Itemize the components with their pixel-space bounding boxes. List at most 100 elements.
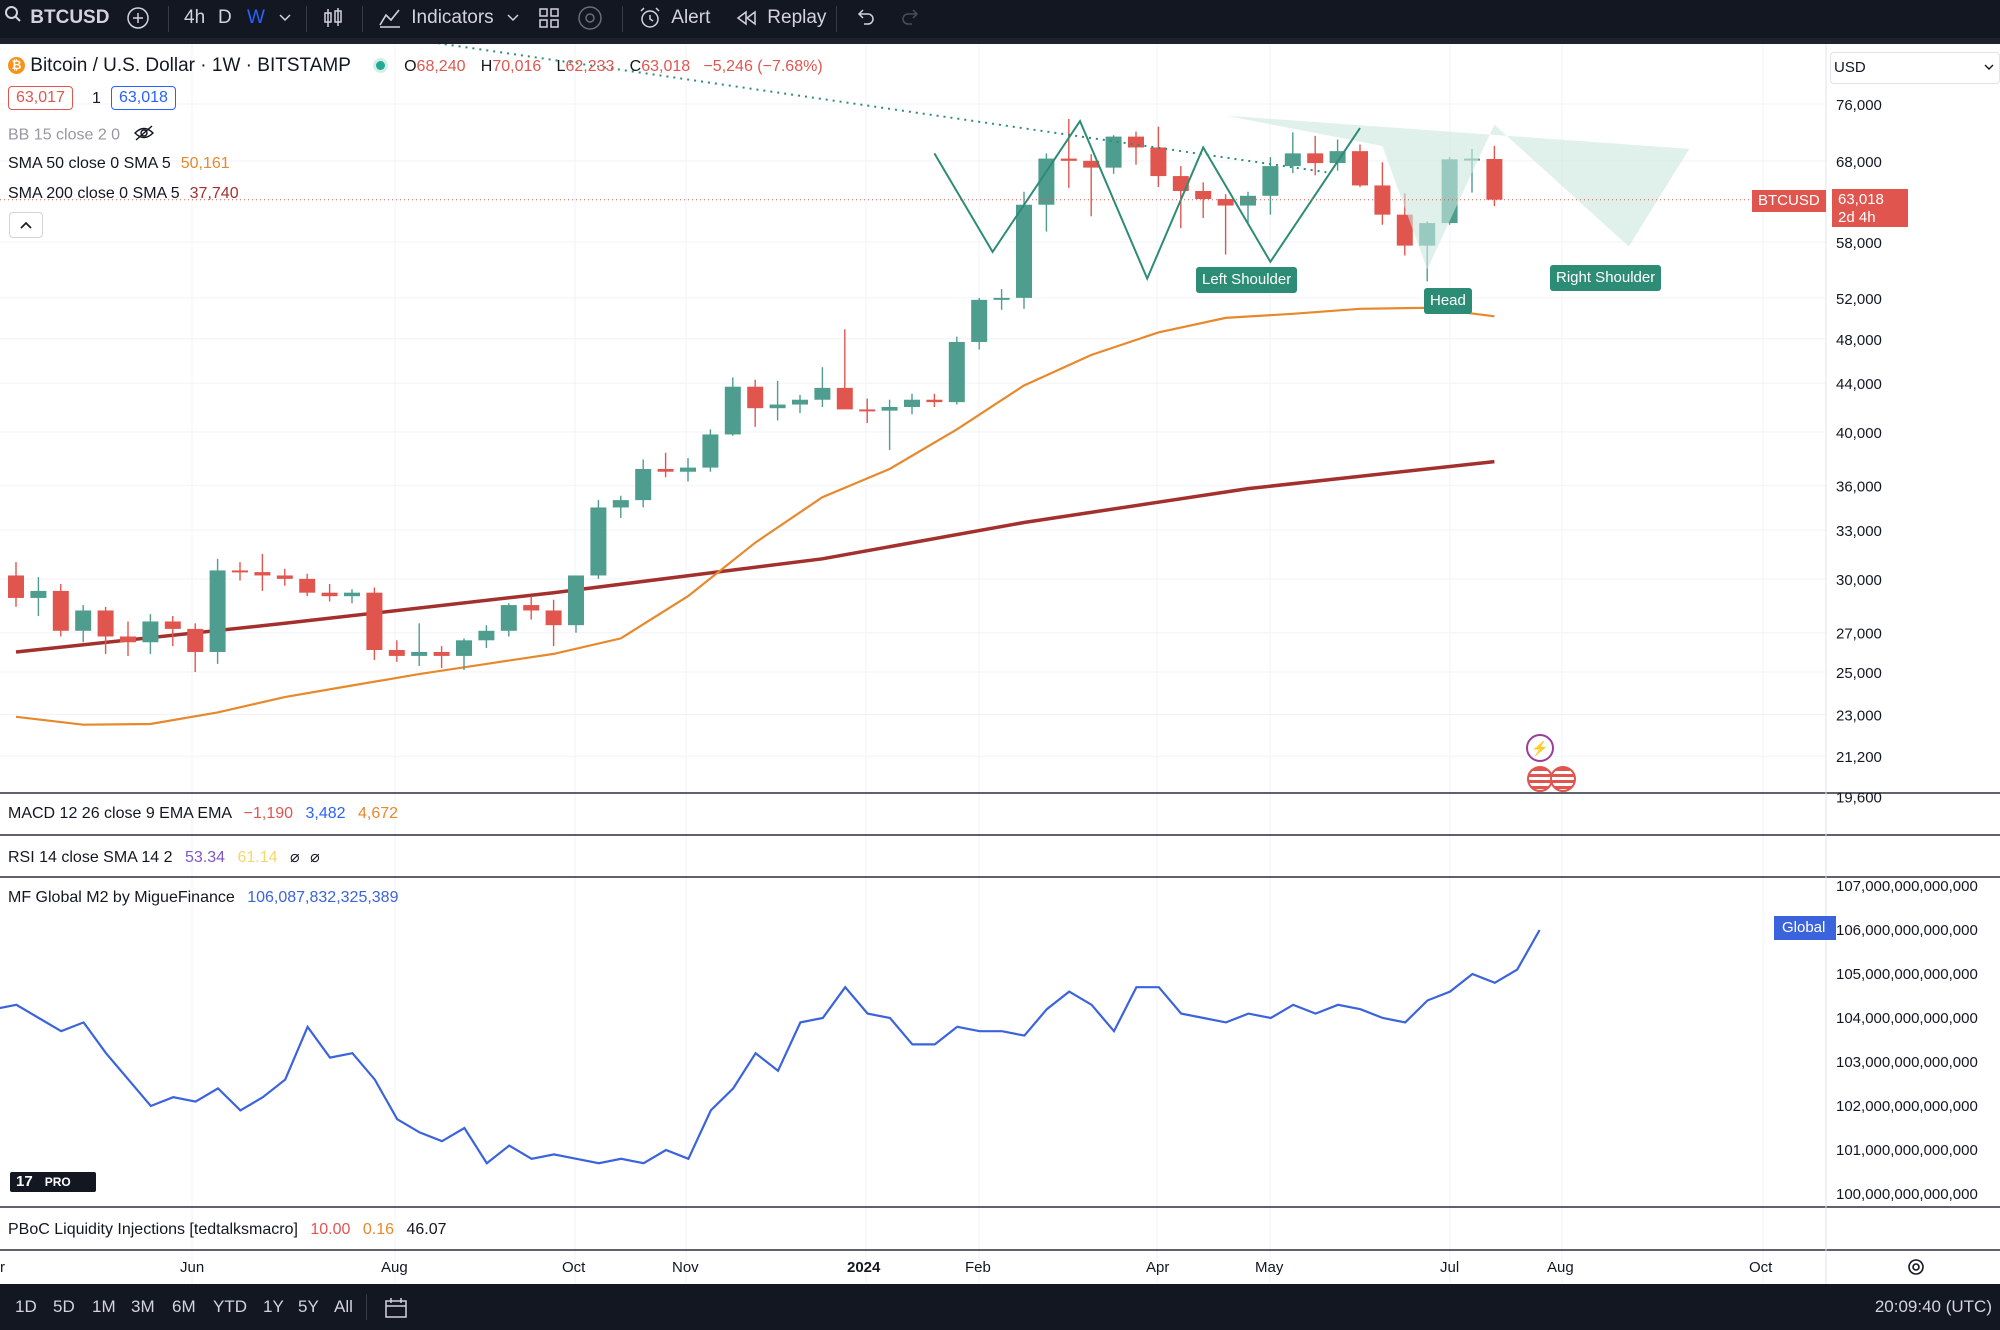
left-shoulder-label: Left Shoulder: [1196, 267, 1298, 293]
candle-down: [1352, 151, 1368, 186]
candle-down: [276, 575, 293, 579]
candle-up: [769, 404, 786, 409]
range-5d[interactable]: 5D: [53, 1297, 75, 1316]
null-icon: ⌀: [289, 849, 300, 866]
ohlc-change: −5,246 (−7.68%): [703, 58, 823, 75]
indicators-icon: [379, 9, 400, 28]
chart-type-button[interactable]: [322, 0, 344, 38]
range-1y[interactable]: 1Y: [263, 1297, 284, 1316]
candle-down: [1195, 190, 1212, 200]
time-label-jun: Jun: [180, 1259, 205, 1276]
tv-mark-icon: 17: [16, 1173, 33, 1190]
alert-button[interactable]: Alert: [638, 0, 710, 38]
range-5y[interactable]: 5Y: [298, 1297, 319, 1316]
candle-up: [724, 386, 741, 435]
ohlc-open: 68,240: [416, 58, 466, 75]
candle-up: [702, 434, 719, 468]
candle-up: [1262, 166, 1279, 196]
sma50-value: 50,161: [180, 155, 230, 172]
range-1d[interactable]: 1D: [15, 1297, 37, 1316]
m2-tick-label: 102,000,000,000,000: [1836, 1098, 1978, 1115]
candle-up: [344, 592, 360, 597]
m2-label: MF Global M2 by MigueFinance: [8, 889, 235, 906]
price-tick-label: 30,000: [1836, 572, 1882, 589]
layouts-button[interactable]: [538, 0, 560, 38]
candle-down: [1083, 160, 1100, 168]
event-marker-icon[interactable]: ⚡: [1526, 734, 1554, 762]
currency-select[interactable]: USD: [1830, 52, 2000, 84]
grid-icon: [539, 8, 559, 28]
candle-up: [1038, 158, 1055, 205]
interval-w[interactable]: W: [247, 7, 265, 28]
range-all[interactable]: All: [334, 1297, 353, 1316]
interval-dropdown[interactable]: [278, 0, 292, 38]
candle-down: [1374, 185, 1391, 215]
replay-label: Replay: [767, 7, 827, 28]
candle-up: [500, 605, 517, 631]
last-price-tag: 63,018 2d 4h: [1832, 189, 1908, 227]
range-3m[interactable]: 3M: [131, 1297, 155, 1316]
pboc-label: PBoC Liquidity Injections [tedtalksmacro…: [8, 1221, 298, 1238]
m2-tick-label: 106,000,000,000,000: [1836, 922, 1978, 939]
pboc-v3: 46.07: [406, 1221, 447, 1238]
candle-down: [120, 636, 136, 643]
symbol-label: BTCUSD: [30, 7, 110, 29]
candle-down: [859, 409, 876, 412]
candle-down: [1307, 153, 1324, 164]
bitcoin-icon: ₿: [8, 57, 25, 75]
candle-down: [926, 399, 943, 403]
range-6m[interactable]: 6M: [172, 1297, 196, 1316]
candle-down: [523, 605, 540, 611]
calendar-icon: [385, 1297, 407, 1318]
candle-up: [142, 621, 159, 643]
ohlc-high-label: H: [480, 58, 493, 75]
undo-button[interactable]: [854, 0, 876, 38]
m2-tick-label: 101,000,000,000,000: [1836, 1142, 1978, 1159]
time-label-nov: Nov: [672, 1259, 699, 1276]
axis-settings-button[interactable]: [1905, 1256, 1927, 1283]
price-tick-label: 48,000: [1836, 332, 1882, 349]
indicators-dropdown[interactable]: [506, 0, 520, 38]
neckline-dotted: [340, 28, 1327, 174]
chevron-up-icon: [20, 221, 32, 229]
goto-date-button[interactable]: [384, 1284, 408, 1330]
us-flag-icon[interactable]: [1527, 766, 1553, 792]
candle-down: [8, 575, 24, 598]
indicators-button[interactable]: Indicators: [378, 0, 494, 38]
sma200-legend: SMA 200 close 0 SMA 5 37,740: [8, 185, 239, 203]
chevron-down-icon: [1984, 64, 1994, 70]
us-flag-icon[interactable]: [1550, 766, 1576, 792]
symbol-search[interactable]: BTCUSD: [4, 0, 109, 38]
time-label-jul: Jul: [1440, 1259, 1460, 1276]
symbol-title: Bitcoin / U.S. Dollar · 1W · BITSTAMP: [30, 55, 351, 76]
range-ytd[interactable]: YTD: [213, 1297, 247, 1316]
macd-legend: MACD 12 26 close 9 EMA EMA −1,190 3,482 …: [8, 805, 398, 823]
range-1m[interactable]: 1M: [92, 1297, 116, 1316]
time-label-apr: Apr: [1146, 1259, 1170, 1276]
pboc-legend: PBoC Liquidity Injections [tedtalksmacro…: [8, 1221, 447, 1239]
replay-button[interactable]: Replay: [736, 0, 826, 38]
candle-down: [299, 578, 316, 593]
circle-icon: [578, 6, 602, 30]
chart-area[interactable]: 76,000 68,000 58,000 52,000 48,000 44,000 40,0…: [0, 28, 2000, 1284]
interval-4h[interactable]: 4h: [184, 7, 206, 28]
candle-down: [52, 590, 69, 631]
bid-price-box[interactable]: 63,017: [8, 86, 73, 110]
eye-off-icon[interactable]: [133, 125, 155, 146]
utc-clock[interactable]: 20:09:40 (UTC): [1874, 1297, 1992, 1316]
price-tick-label: 27,000: [1836, 626, 1882, 643]
templates-button[interactable]: [577, 0, 603, 38]
collapse-legend-button[interactable]: [9, 212, 43, 238]
ask-price-box[interactable]: 63,018: [111, 86, 176, 110]
sma50-legend: SMA 50 close 0 SMA 5 50,161: [8, 155, 230, 173]
candle-up: [814, 387, 831, 400]
interval-d[interactable]: D: [218, 7, 232, 28]
ohlc-low: 62,233: [565, 58, 615, 75]
plus-circle-icon: [127, 7, 149, 29]
chart-canvas[interactable]: 76,000 68,000 58,000 52,000 48,000 44,000 40,0…: [0, 28, 2000, 1284]
redo-button[interactable]: [900, 0, 922, 38]
time-label-feb: Feb: [965, 1259, 991, 1276]
head-shoulders-line: [933, 119, 1361, 282]
candle-up: [456, 640, 472, 656]
add-symbol-button[interactable]: [126, 0, 150, 38]
